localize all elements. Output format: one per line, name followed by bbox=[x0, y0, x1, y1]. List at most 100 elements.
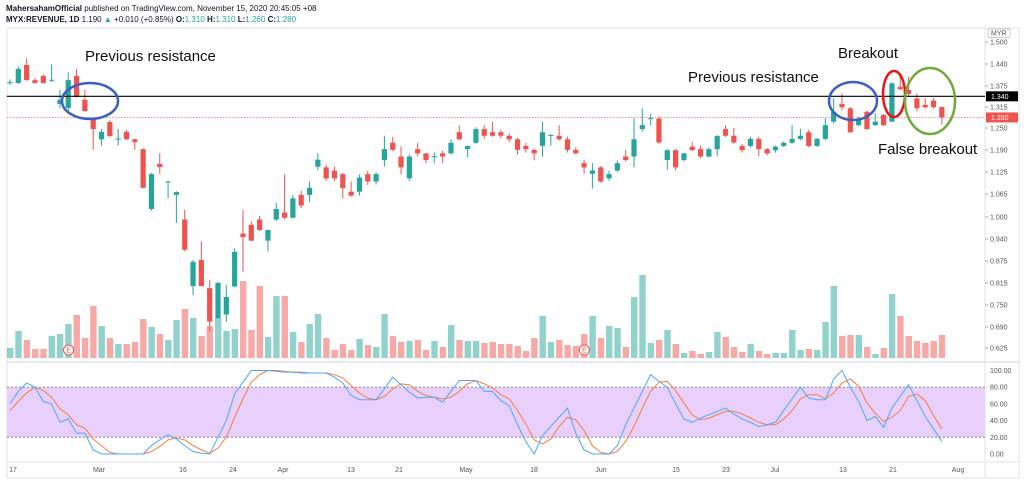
osc-tick-label: 100.00 bbox=[990, 368, 1012, 375]
volume-bar bbox=[705, 352, 713, 358]
time-tick-label: 15 bbox=[672, 467, 680, 474]
candle-body bbox=[281, 212, 288, 218]
candle-body bbox=[739, 145, 745, 151]
candle-body bbox=[889, 83, 895, 122]
candle-body bbox=[764, 149, 770, 154]
volume-bar bbox=[98, 326, 105, 358]
volume-bar bbox=[780, 353, 788, 358]
candle-body bbox=[714, 136, 720, 150]
price-tick-label: 1.375 bbox=[990, 84, 1008, 91]
candle-body bbox=[556, 135, 562, 140]
price-tick-label: 0.875 bbox=[990, 259, 1008, 266]
candle-body bbox=[132, 139, 138, 143]
volume-bar bbox=[140, 319, 147, 358]
volume-bar bbox=[730, 347, 738, 358]
volume-bar bbox=[547, 342, 555, 358]
currency-badge bbox=[987, 28, 1011, 38]
volume-bar bbox=[314, 314, 322, 358]
candle-body bbox=[40, 75, 46, 83]
time-tick-label: 13 bbox=[839, 467, 847, 474]
price-tick-label: 0.940 bbox=[990, 237, 1008, 244]
candle-body bbox=[24, 64, 30, 81]
volume-bar bbox=[106, 338, 114, 358]
resistance-price-badge bbox=[986, 91, 1018, 102]
volume-bar bbox=[497, 344, 505, 358]
candle-body bbox=[564, 139, 571, 150]
candle-body bbox=[406, 156, 412, 179]
candle-body bbox=[456, 132, 462, 140]
price-tick-label: 1.250 bbox=[990, 126, 1008, 133]
volume-bar bbox=[447, 325, 455, 358]
candle-body bbox=[806, 132, 812, 146]
volume-bar bbox=[181, 309, 189, 358]
volume-bar bbox=[40, 349, 47, 358]
annotation-previous-resistance-left: Previous resistance bbox=[85, 48, 216, 65]
volume-bar bbox=[556, 340, 563, 358]
time-tick-label: 23 bbox=[722, 467, 730, 474]
price-tick-label: 0.815 bbox=[990, 281, 1008, 288]
candle-body bbox=[697, 149, 704, 157]
volume-bar bbox=[930, 341, 937, 358]
time-tick-label: Jun bbox=[595, 467, 606, 474]
candle-body bbox=[689, 146, 695, 151]
price-tick-label: 0.750 bbox=[990, 303, 1008, 310]
price-tick-label: 1.315 bbox=[990, 105, 1008, 112]
candle-body bbox=[90, 119, 96, 130]
volume-bar bbox=[289, 332, 297, 358]
time-tick-label: 21 bbox=[395, 467, 403, 474]
candle-body bbox=[781, 142, 787, 146]
last-price-badge bbox=[986, 112, 1018, 123]
volume-bar bbox=[655, 340, 663, 358]
volume-bar bbox=[264, 337, 272, 358]
volume-bar bbox=[647, 343, 655, 358]
candle-body bbox=[589, 170, 595, 174]
volume-bar bbox=[522, 351, 530, 358]
candle-body bbox=[914, 98, 920, 109]
symbol[interactable]: MYX:REVENUE, 1D bbox=[6, 15, 80, 24]
price-axis[interactable]: 1.500 1.440 1.375 1.315 1.250 1.190 1.125 1.065… bbox=[985, 28, 1018, 459]
candle-body bbox=[939, 106, 945, 118]
candle-body bbox=[648, 118, 654, 120]
volume-bar bbox=[863, 347, 871, 358]
volume-bar bbox=[822, 322, 829, 358]
candle-body bbox=[722, 129, 729, 136]
candle-body bbox=[215, 282, 221, 319]
volume-bar bbox=[423, 350, 430, 358]
close-value: 1.280 bbox=[276, 15, 297, 24]
volume-bar bbox=[597, 338, 605, 358]
candle-body bbox=[57, 99, 63, 105]
candle-body bbox=[365, 174, 371, 182]
candle-body bbox=[905, 89, 912, 94]
candle-body bbox=[415, 149, 421, 154]
volume-bar bbox=[90, 306, 97, 358]
candle-body bbox=[123, 131, 130, 140]
osc-tick-label: 80.00 bbox=[990, 385, 1008, 392]
volume-bar bbox=[689, 351, 696, 358]
time-tick-label: 17 bbox=[9, 467, 17, 474]
volume-bar bbox=[389, 336, 397, 358]
volume-bar bbox=[239, 281, 247, 358]
volume-bar bbox=[15, 331, 22, 358]
candle-body bbox=[173, 192, 179, 195]
candle-body bbox=[756, 138, 762, 150]
chart-legend: MahersahamOfficial published on TradingV… bbox=[6, 3, 317, 25]
volume-bar bbox=[880, 348, 887, 358]
published-info: published on TradingView.com, November 1… bbox=[84, 4, 317, 13]
high-value: 1.310 bbox=[215, 15, 236, 24]
volume-bar bbox=[215, 318, 222, 358]
time-tick-label: 24 bbox=[229, 467, 237, 474]
volume-bar bbox=[23, 340, 31, 358]
volume-bar bbox=[913, 341, 921, 358]
candle-body bbox=[797, 135, 803, 139]
time-axis[interactable]: 17 Mar 16 24 Apr 13 21 May 18 Jun 15 23 Jul 13 21 Aug bbox=[9, 467, 964, 474]
candle-body bbox=[356, 177, 363, 192]
candle-body bbox=[240, 233, 246, 238]
volume-bar bbox=[606, 326, 613, 358]
volume-bar bbox=[772, 353, 779, 358]
volume-bar bbox=[464, 341, 471, 358]
volume-bar bbox=[31, 349, 39, 358]
candle-body bbox=[348, 191, 354, 196]
stoch-k-line bbox=[9, 369, 943, 456]
candle-body bbox=[32, 80, 38, 83]
